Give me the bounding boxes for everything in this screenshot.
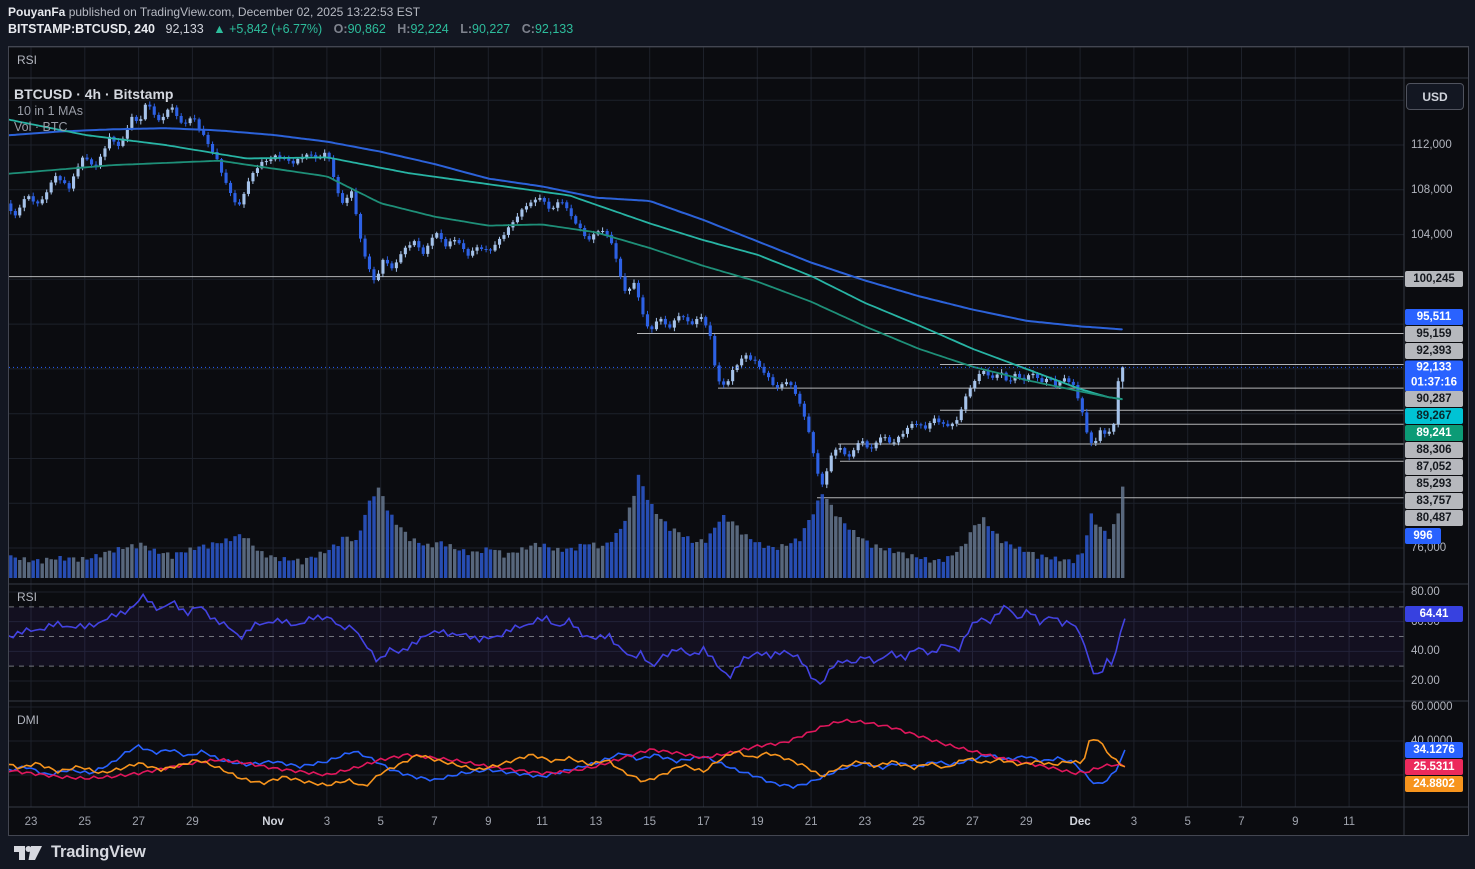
time-axis-label: 9 [1292,816,1299,828]
time-axis-label: 13 [589,816,603,828]
price-badge-100245: 100,245 [1405,271,1463,287]
dmi-value-badge: 25.5311 [1405,759,1463,775]
ma-blue [9,127,1123,331]
price-badge-89267: 89,267 [1405,408,1463,424]
time-axis-label: 15 [643,816,657,828]
time-axis-label: 3 [323,816,331,828]
volume-indicator-legend[interactable]: Vol · BTC [14,120,68,134]
price-tick: 104,000 [1411,229,1453,241]
time-axis-label: 3 [1130,816,1138,828]
price-badge-95159: 95,159 [1405,326,1463,342]
time-axis-label: 7 [1238,816,1245,828]
dmi-value-badge: 34.1276 [1405,742,1463,758]
tradingview-logo-icon[interactable] [14,842,42,864]
dmi-pane-label[interactable]: DMI [17,713,39,727]
price-badge-92393: 92,393 [1405,343,1463,359]
ma-indicator-legend[interactable]: 10 in 1 MAs [17,104,84,118]
dmi-value-badge: 24.8802 [1405,776,1463,792]
price-badge-89241: 89,241 [1405,425,1463,441]
time-axis-label: 23 [24,816,38,828]
close-value: 92,133 [534,22,574,36]
dmi-red [9,718,1126,780]
collapsed-rsi-pane-label: RSI [17,53,38,67]
close-label: C: [521,22,535,36]
dmi-tick: 60.0000 [1411,701,1453,713]
time-axis-label: 17 [697,816,710,828]
publisher-name: PouyanFa [8,5,66,19]
publisher-rest: published on TradingView.com, December 0… [65,5,421,19]
rsi-line [9,592,1126,685]
rsi-pane-label[interactable]: RSI [17,590,38,604]
dmi-blue [9,743,1126,790]
time-axis-label: 27 [966,816,979,828]
chart-legend-title[interactable]: BTCUSD · 4h · Bitstamp [14,86,174,102]
price-change: ▲ +5,842 (+6.77%) [213,22,323,36]
ma-green [9,159,1123,401]
time-axis-label: 9 [485,816,492,828]
price-tick: 112,000 [1411,139,1452,151]
time-axis-label: 29 [1019,816,1033,828]
price-tick: 76,000 [1411,542,1447,554]
footer-bar: TradingView [0,836,1475,869]
high-label: H: [397,22,411,36]
time-axis-label: 11 [1343,816,1356,828]
currency-toggle-button[interactable]: USD [1406,83,1464,110]
time-axis-label: 21 [804,816,818,828]
open-label: O: [333,22,348,36]
symbol-name: BITSTAMP:BTCUSD, 240 [8,22,156,36]
time-axis-label: 27 [132,816,145,828]
price-badge-83757: 83,757 [1405,493,1463,509]
time-axis-label: Nov [262,816,284,828]
price-tick: 108,000 [1411,184,1453,196]
time-axis-label: 25 [78,816,92,828]
time-axis-label: 23 [858,816,872,828]
time-axis-label: 19 [750,816,764,828]
price-badge-92133: 92,133 01:37:16 [1405,360,1463,392]
time-axis-label: 29 [185,816,199,828]
time-axis-label: 5 [377,816,384,828]
time-axis-label: 25 [912,816,926,828]
ma-teal [9,118,1123,400]
time-axis-label: 11 [536,816,549,828]
price-badge-88306: 88,306 [1405,442,1463,458]
rsi-tick: 80.00 [1411,586,1440,598]
rsi-tick: 20.00 [1411,675,1440,687]
price-badge-95511: 95,511 [1405,309,1463,325]
time-axis-label: Dec [1069,816,1091,828]
time-axis-label: 5 [1184,816,1191,828]
low-label: L: [460,22,473,36]
publisher-line: PouyanFa published on TradingView.com, D… [8,5,420,19]
price-badge-85293: 85,293 [1405,476,1463,492]
rsi-value-badge: 64.41 [1405,606,1463,622]
price-badge-87052: 87,052 [1405,459,1463,475]
open-value: 90,862 [347,22,386,36]
last-price: 92,133 [165,22,204,36]
time-axis-label: 7 [431,816,438,828]
symbol-info-line: BITSTAMP:BTCUSD, 240 92,133 ▲ +5,842 (+6… [8,22,573,36]
price-badge-996: 996 [1405,528,1441,544]
price-badge-90287: 90,287 [1405,391,1463,407]
high-value: 92,224 [410,22,449,36]
dmi-orange [9,738,1126,787]
price-badge-80487: 80,487 [1405,510,1463,526]
rsi-tick: 40.00 [1411,645,1440,657]
tradingview-wordmark[interactable]: TradingView [51,843,146,861]
low-value: 90,227 [472,22,511,36]
